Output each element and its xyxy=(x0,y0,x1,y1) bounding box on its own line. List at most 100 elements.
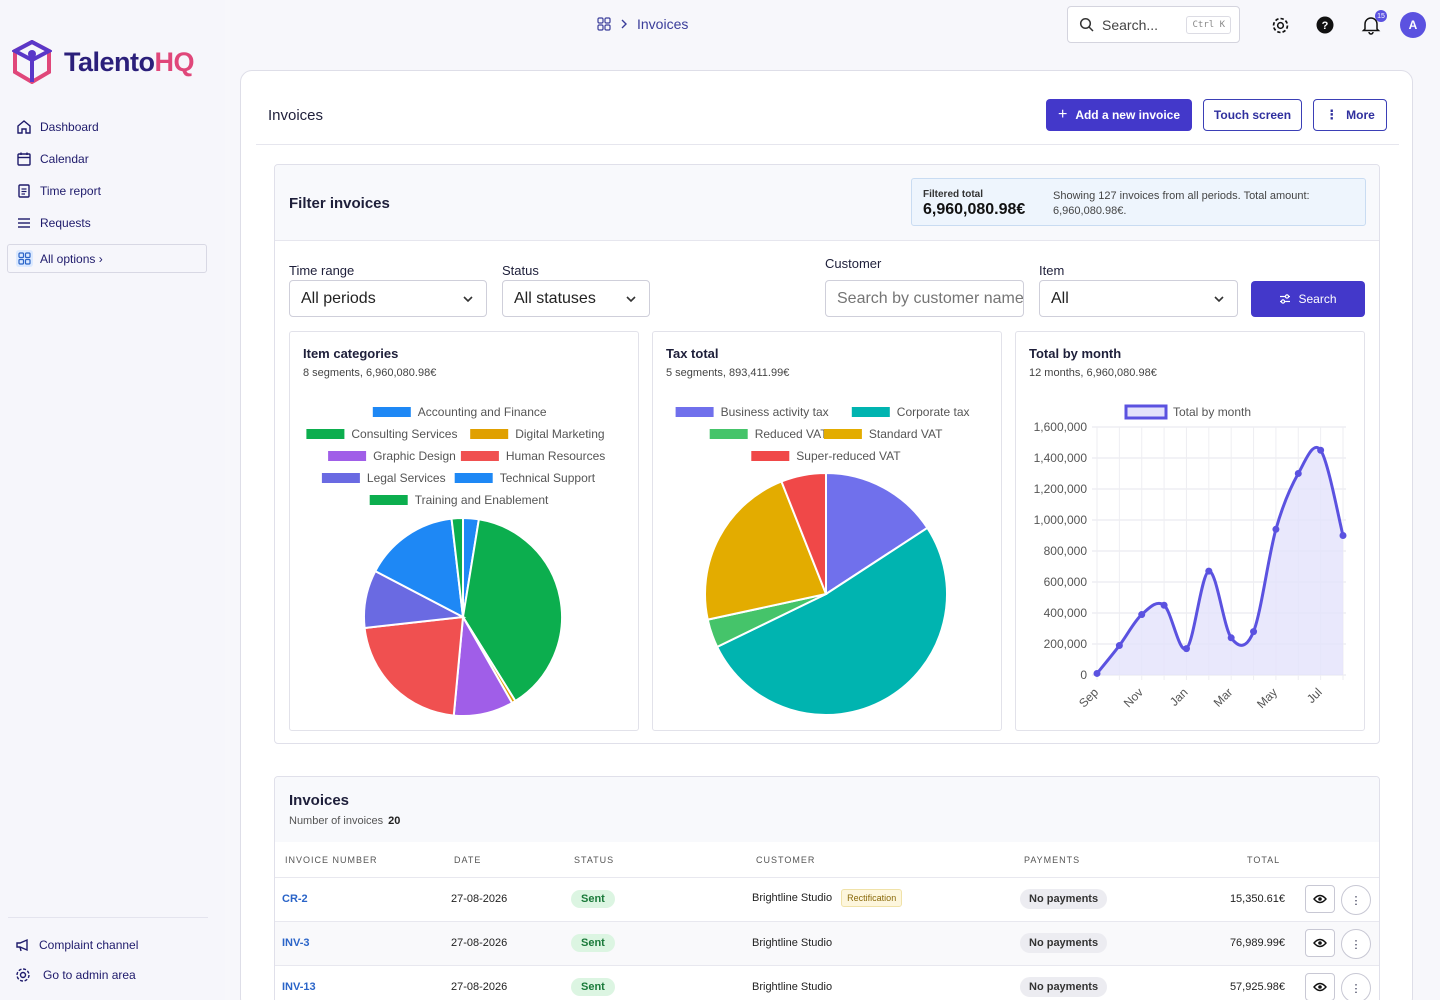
invoice-date: 27-08-2026 xyxy=(451,893,508,905)
row-actions-button[interactable]: ⋮ xyxy=(1341,973,1371,1000)
legend-swatch xyxy=(823,429,862,439)
search-icon xyxy=(1079,17,1094,32)
search-button-label: Search xyxy=(1298,292,1337,306)
gear-icon xyxy=(16,968,30,982)
column-header-status[interactable]: STATUS xyxy=(574,855,615,865)
sidebar-item-time-report[interactable]: Time report xyxy=(16,175,101,207)
filtered-total-label: Filtered total xyxy=(923,189,984,200)
add-invoice-button[interactable]: + Add a new invoice xyxy=(1046,99,1192,131)
table-row[interactable]: CR-2 27-08-2026 Sent Brightline Studio R… xyxy=(275,877,1379,921)
sidebar-item-dashboard[interactable]: Dashboard xyxy=(16,111,101,143)
all-options-label: All options › xyxy=(40,251,103,266)
x-tick-label: Sep xyxy=(1076,685,1101,710)
settings-button[interactable] xyxy=(1269,14,1291,36)
help-button[interactable]: ? xyxy=(1314,14,1336,36)
invoice-number-link[interactable]: INV-13 xyxy=(282,981,316,993)
sidebar-item-complaint-channel[interactable]: Complaint channel xyxy=(15,930,138,960)
sidebar-item-label: Time report xyxy=(40,184,101,198)
touch-screen-label: Touch screen xyxy=(1213,108,1292,122)
customer-search-input[interactable] xyxy=(825,280,1024,317)
legend-label: Graphic Design xyxy=(373,449,456,463)
status-select[interactable]: All statuses xyxy=(502,280,650,317)
gear-icon xyxy=(1272,17,1288,33)
chevron-down-icon xyxy=(463,296,473,303)
status-value: All statuses xyxy=(514,289,596,307)
more-button[interactable]: ⋮ More xyxy=(1313,99,1387,131)
row-actions-button[interactable]: ⋮ xyxy=(1341,885,1371,915)
view-invoice-button[interactable] xyxy=(1305,973,1335,1000)
breadcrumb-current[interactable]: Invoices xyxy=(637,16,689,32)
sidebar-item-label: Complaint channel xyxy=(39,938,139,952)
legend-label: Corporate tax xyxy=(897,405,970,419)
x-tick-label: Mar xyxy=(1211,685,1236,710)
customer-label: Customer xyxy=(825,256,882,271)
pie-slice xyxy=(373,517,465,619)
home-icon xyxy=(17,120,31,134)
grid-icon[interactable] xyxy=(597,17,611,31)
eye-icon xyxy=(1313,894,1327,904)
y-tick-label: 1,400,000 xyxy=(1034,451,1088,465)
invoice-count: Number of invoices 20 xyxy=(289,815,400,827)
row-actions-button[interactable]: ⋮ xyxy=(1341,929,1371,959)
x-tick-label: Nov xyxy=(1121,685,1146,710)
invoice-date: 27-08-2026 xyxy=(451,981,508,993)
view-invoice-button[interactable] xyxy=(1305,929,1335,957)
legend-swatch xyxy=(470,429,509,439)
chart-title: Item categories xyxy=(303,346,399,361)
time-range-select[interactable]: All periods xyxy=(289,280,487,317)
payments-badge: No payments xyxy=(1020,889,1108,909)
y-tick-label: 200,000 xyxy=(1044,637,1088,651)
logo-cube-icon xyxy=(12,40,52,84)
table-row[interactable]: INV-13 27-08-2026 Sent Brightline Studio… xyxy=(275,965,1379,1000)
chevron-down-icon xyxy=(1214,296,1224,303)
status-badge: Sent xyxy=(571,934,615,952)
column-header-date[interactable]: DATE xyxy=(454,855,482,865)
grid-icon xyxy=(16,250,33,267)
column-header-payments[interactable]: PAYMENTS xyxy=(1024,855,1081,865)
column-header-invoice-number[interactable]: INVOICE NUMBER xyxy=(285,855,378,865)
avatar[interactable]: A xyxy=(1400,12,1426,38)
notifications-button[interactable] xyxy=(1360,14,1382,36)
sidebar-item-label: Requests xyxy=(40,216,91,230)
invoice-number-link[interactable]: CR-2 xyxy=(282,893,308,905)
touch-screen-button[interactable]: Touch screen xyxy=(1203,99,1302,131)
sidebar-item-admin-area[interactable]: Go to admin area xyxy=(15,960,138,990)
sidebar-item-requests[interactable]: Requests xyxy=(16,207,101,239)
column-header-total[interactable]: TOTAL xyxy=(1247,855,1281,865)
legend-label: Accounting and Finance xyxy=(418,405,547,419)
header-divider xyxy=(256,144,1399,145)
sidebar-item-calendar[interactable]: Calendar xyxy=(16,143,101,175)
logo[interactable]: TalentoHQ xyxy=(12,40,194,84)
legend-swatch xyxy=(321,473,360,483)
y-tick-label: 1,000,000 xyxy=(1034,513,1088,527)
column-header-customer[interactable]: CUSTOMER xyxy=(756,855,816,865)
eye-icon xyxy=(1313,938,1327,948)
legend-label: Business activity tax xyxy=(721,405,829,419)
total-by-month-line-chart: Total by month 0 200,000 400,000 600,000 800,… xyxy=(1034,404,1347,711)
invoices-header: Invoices Number of invoices 20 xyxy=(275,777,1379,842)
x-tick-label: May xyxy=(1254,685,1280,711)
search-placeholder: Search... xyxy=(1102,16,1159,33)
sliders-icon xyxy=(1280,294,1291,304)
legend-label: Human Resources xyxy=(506,449,605,463)
chart-subtitle: 5 segments, 893,411.99€ xyxy=(666,367,790,379)
add-invoice-label: Add a new invoice xyxy=(1075,108,1181,122)
invoice-number-link[interactable]: INV-3 xyxy=(282,937,310,949)
legend-swatch xyxy=(328,451,367,461)
item-label: Item xyxy=(1039,263,1065,278)
pie-slice xyxy=(780,471,827,595)
view-invoice-button[interactable] xyxy=(1305,885,1335,913)
chart-subtitle: 8 segments, 6,960,080.98€ xyxy=(303,367,437,379)
table-row[interactable]: INV-3 27-08-2026 Sent Brightline Studio … xyxy=(275,921,1379,965)
data-point xyxy=(1227,634,1235,642)
kebab-icon: ⋮ xyxy=(1325,107,1339,122)
status-label: Status xyxy=(502,263,539,278)
all-options-button[interactable]: All options › xyxy=(7,244,207,273)
item-select[interactable]: All xyxy=(1039,280,1238,317)
megaphone-icon xyxy=(16,938,28,952)
legend-swatch xyxy=(675,407,714,417)
payments-badge: No payments xyxy=(1020,933,1108,953)
search-button[interactable]: Search xyxy=(1251,281,1365,317)
sidebar-divider xyxy=(8,917,208,918)
global-search[interactable]: Search... Ctrl K xyxy=(1067,6,1240,43)
